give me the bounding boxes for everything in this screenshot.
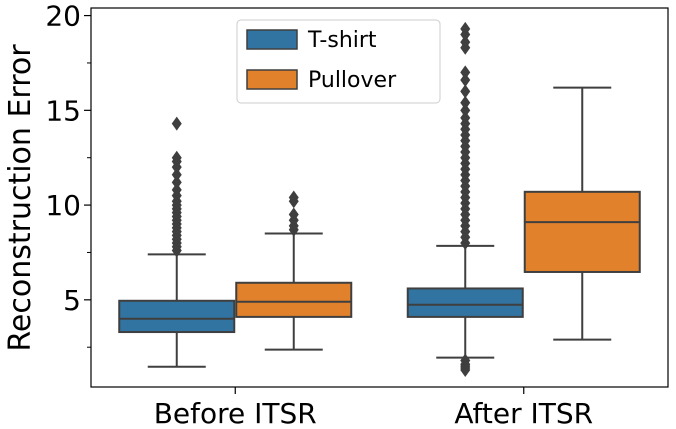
outlier-point [460,103,471,118]
plot-frame [90,7,669,388]
legend-label-pullover: Pullover [308,68,397,93]
box [118,299,236,334]
outlier-point [460,110,471,125]
outlier-point [171,175,182,190]
x-tick-label: Before ITSR [154,397,317,429]
y-tick-label: 10 [45,189,81,222]
legend-swatch-pullover [246,69,298,90]
outlier-point [171,150,182,165]
outlier-point [460,84,471,99]
outlier-point [288,207,299,222]
box [235,281,353,318]
outlier-point [288,190,299,205]
box [523,190,641,273]
outlier-point [460,65,471,80]
box [406,287,524,318]
outlier-point [460,362,471,377]
x-tick-label: After ITSR [454,397,593,429]
y-tick-label: 15 [45,94,81,127]
outlier-point [171,182,182,197]
outlier-point [460,73,471,88]
legend-swatch-tshirt [246,29,298,50]
outlier-point [460,95,471,110]
y-tick-label: 20 [45,0,81,33]
outlier-point [460,35,471,50]
outlier-point [171,116,182,131]
legend-label-tshirt: T-shirt [307,28,377,53]
y-axis-label: Reconstruction Error [3,44,38,352]
legend: T-shirt Pullover [236,19,441,104]
y-tick-label: 5 [63,284,81,317]
outlier-point [460,21,471,36]
outlier-point [171,167,182,182]
